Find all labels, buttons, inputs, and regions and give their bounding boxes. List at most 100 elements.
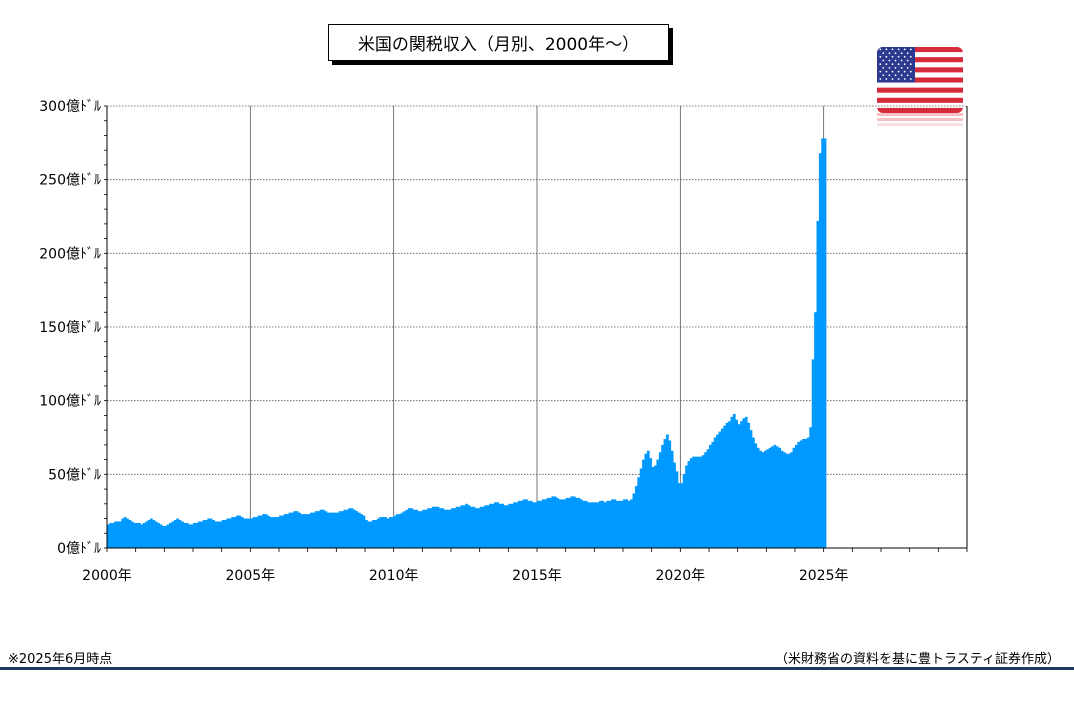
bar [551, 496, 555, 548]
bar [298, 512, 301, 548]
bar [467, 505, 471, 548]
bar [818, 153, 822, 548]
bar [618, 500, 621, 548]
bar [625, 499, 629, 548]
bar [169, 522, 172, 548]
bar-series [107, 138, 827, 549]
bar [350, 508, 354, 548]
y-tick-label: 300億ﾄﾞﾙ [39, 99, 101, 115]
bar [520, 500, 524, 548]
bar [288, 512, 292, 548]
bar [107, 524, 110, 548]
bar [756, 447, 760, 548]
bar [419, 511, 423, 548]
bar [453, 508, 457, 548]
bar [111, 522, 115, 548]
bar [560, 499, 564, 548]
bar [317, 511, 320, 548]
bar [704, 452, 707, 548]
bar [185, 522, 189, 548]
axes [104, 105, 968, 552]
bar [658, 452, 662, 548]
bar [283, 514, 287, 548]
bar [601, 500, 605, 548]
bar [673, 462, 676, 548]
x-tick-label: 2000年 [82, 568, 132, 584]
bar [398, 514, 402, 548]
bar [164, 525, 168, 548]
bar [142, 522, 146, 548]
bar [465, 503, 469, 548]
bar [577, 497, 581, 548]
bar [740, 421, 743, 548]
bar [749, 430, 753, 548]
bar [752, 437, 755, 548]
bar [374, 520, 378, 548]
bar [274, 517, 277, 548]
bar [367, 521, 371, 548]
bar [709, 444, 712, 548]
bar [121, 518, 125, 548]
bar [816, 220, 820, 549]
bar [768, 447, 772, 548]
bar [556, 497, 559, 548]
bar [219, 521, 223, 548]
bar [204, 520, 208, 548]
bar [568, 497, 571, 548]
y-tick-label: 100億ﾄﾞﾙ [39, 394, 101, 410]
bar [190, 524, 194, 548]
bar [527, 500, 531, 548]
bar [381, 517, 385, 548]
bar [293, 511, 297, 548]
bar [620, 500, 624, 548]
bar [319, 509, 323, 548]
y-tick-label: 150億ﾄﾞﾙ [39, 320, 101, 336]
bar [417, 511, 421, 548]
bar [680, 483, 684, 548]
bar [525, 499, 528, 548]
bar [591, 502, 595, 548]
bar [252, 517, 256, 548]
bar [737, 424, 741, 548]
bar [682, 474, 686, 548]
bar [355, 511, 359, 548]
bar [575, 497, 578, 548]
bar [178, 520, 182, 548]
bar [314, 511, 318, 548]
bar [135, 522, 139, 548]
bar [133, 522, 137, 548]
bar [761, 452, 765, 548]
bar [747, 422, 750, 548]
bar [482, 506, 485, 548]
bar [474, 508, 478, 548]
y-tick-label: 250億ﾄﾞﾙ [39, 173, 101, 189]
bar [644, 453, 648, 548]
bar [613, 499, 617, 548]
bar [570, 496, 574, 548]
bar [118, 521, 122, 548]
bar [441, 508, 445, 548]
bar [563, 499, 567, 548]
bar [809, 427, 813, 548]
bar [336, 512, 340, 548]
bar [200, 521, 203, 548]
bar [470, 506, 473, 548]
bar [529, 500, 533, 548]
bar [362, 515, 366, 548]
bar [718, 431, 722, 548]
bar [123, 517, 127, 548]
bar [699, 456, 703, 548]
bar [197, 521, 201, 548]
bar [434, 506, 438, 548]
y-tick-label: 200億ﾄﾞﾙ [39, 246, 101, 262]
bar [537, 500, 540, 548]
bar [322, 509, 325, 548]
bar [109, 522, 113, 548]
bar [408, 508, 411, 548]
bar [797, 441, 801, 548]
bar [458, 506, 461, 548]
y-tick-label: 0億ﾄﾞﾙ [57, 541, 101, 557]
bar [706, 449, 710, 548]
bar [486, 505, 490, 548]
bar [460, 505, 464, 548]
